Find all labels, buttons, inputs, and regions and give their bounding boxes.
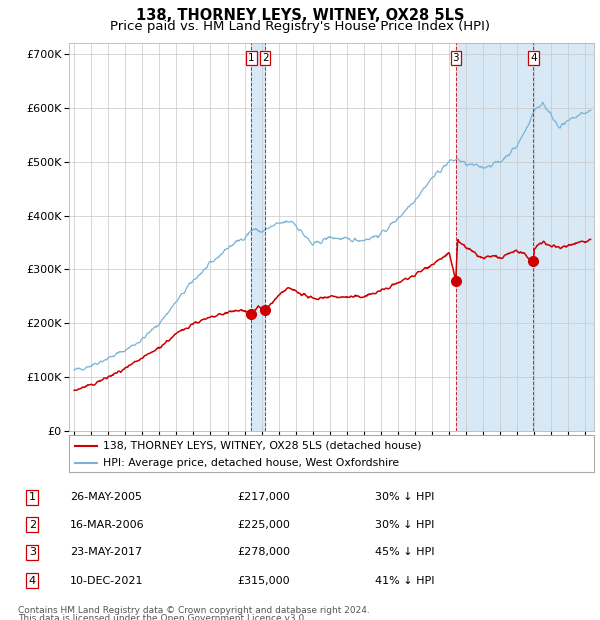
Text: £315,000: £315,000 — [237, 576, 290, 586]
Text: £225,000: £225,000 — [237, 520, 290, 529]
Text: 45% ↓ HPI: 45% ↓ HPI — [375, 547, 434, 557]
Bar — [533, 43, 594, 431]
Text: £278,000: £278,000 — [237, 547, 290, 557]
Text: 3: 3 — [29, 547, 36, 557]
Text: 16-MAR-2006: 16-MAR-2006 — [70, 520, 145, 529]
Text: 4: 4 — [530, 53, 536, 63]
Text: Contains HM Land Registry data © Crown copyright and database right 2024.: Contains HM Land Registry data © Crown c… — [18, 606, 370, 616]
Text: 2: 2 — [262, 53, 268, 63]
Bar — [251, 43, 265, 431]
Text: 23-MAY-2017: 23-MAY-2017 — [70, 547, 142, 557]
Text: 4: 4 — [29, 576, 36, 586]
Bar — [456, 43, 533, 431]
Text: 30% ↓ HPI: 30% ↓ HPI — [375, 492, 434, 502]
Text: 2: 2 — [29, 520, 36, 529]
Text: 138, THORNEY LEYS, WITNEY, OX28 5LS (detached house): 138, THORNEY LEYS, WITNEY, OX28 5LS (det… — [103, 441, 422, 451]
Text: Price paid vs. HM Land Registry's House Price Index (HPI): Price paid vs. HM Land Registry's House … — [110, 20, 490, 33]
Text: 30% ↓ HPI: 30% ↓ HPI — [375, 520, 434, 529]
Text: £217,000: £217,000 — [237, 492, 290, 502]
Text: HPI: Average price, detached house, West Oxfordshire: HPI: Average price, detached house, West… — [103, 458, 399, 468]
Text: 10-DEC-2021: 10-DEC-2021 — [70, 576, 143, 586]
Text: 41% ↓ HPI: 41% ↓ HPI — [375, 576, 434, 586]
Text: 3: 3 — [452, 53, 459, 63]
Text: 1: 1 — [248, 53, 254, 63]
Text: 138, THORNEY LEYS, WITNEY, OX28 5LS: 138, THORNEY LEYS, WITNEY, OX28 5LS — [136, 8, 464, 23]
Text: 1: 1 — [29, 492, 36, 502]
Text: 26-MAY-2005: 26-MAY-2005 — [70, 492, 142, 502]
Text: This data is licensed under the Open Government Licence v3.0.: This data is licensed under the Open Gov… — [18, 614, 307, 620]
